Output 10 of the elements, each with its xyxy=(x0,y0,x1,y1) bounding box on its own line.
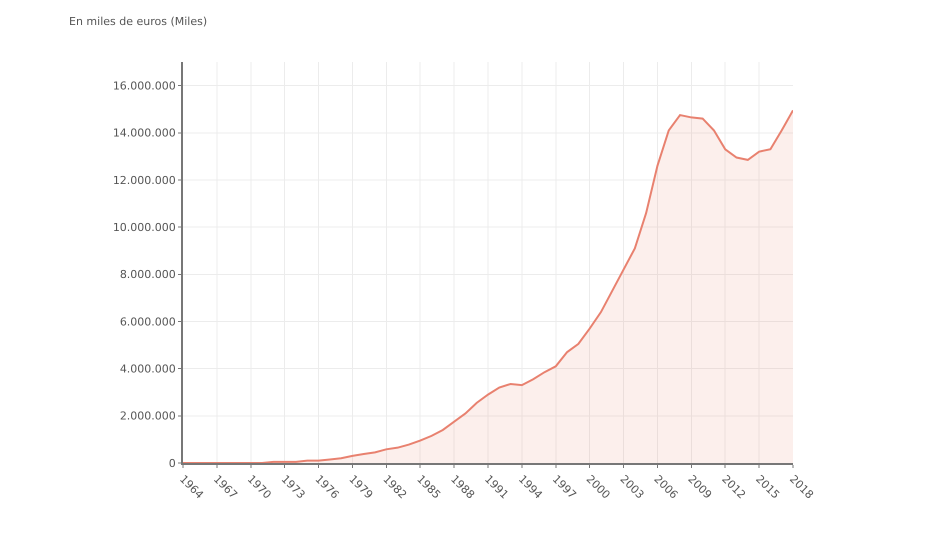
y-tick-label: 16.000.000 xyxy=(112,79,176,92)
y-tick-label: 4.000.000 xyxy=(120,362,176,376)
y-tick-label: 14.000.000 xyxy=(112,126,176,140)
y-tick-label: 10.000.000 xyxy=(112,220,176,234)
y-tick-label: 2.000.000 xyxy=(120,410,176,423)
y-tick-label: 12.000.000 xyxy=(112,174,176,187)
y-axis-title: En miles de euros (Miles) xyxy=(69,15,208,28)
y-tick-label: 6.000.000 xyxy=(120,315,176,328)
y-tick-label: 0 xyxy=(168,456,176,470)
y-tick-label: 8.000.000 xyxy=(120,268,176,282)
